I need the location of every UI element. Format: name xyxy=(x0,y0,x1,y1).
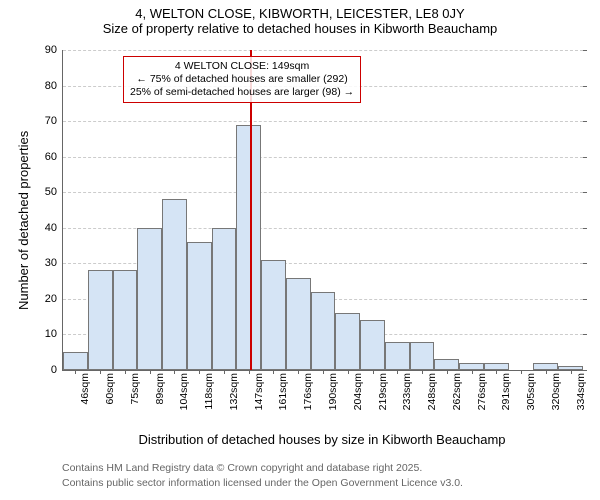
x-tick-mark xyxy=(75,370,76,374)
x-tick-label: 233sqm xyxy=(401,370,413,410)
x-tick-label: 60sqm xyxy=(104,370,116,405)
x-tick-mark xyxy=(125,370,126,374)
x-tick-mark xyxy=(521,370,522,374)
y-tick-mark xyxy=(583,299,587,300)
annotation-box: 4 WELTON CLOSE: 149sqm← 75% of detached … xyxy=(123,56,361,103)
x-tick-mark xyxy=(298,370,299,374)
histogram-bar xyxy=(88,270,113,370)
y-tick-label: 30 xyxy=(45,257,63,269)
annotation-line-1: 4 WELTON CLOSE: 149sqm xyxy=(130,60,354,73)
x-tick-label: 176sqm xyxy=(302,370,314,410)
x-tick-mark xyxy=(472,370,473,374)
x-tick-label: 305sqm xyxy=(525,370,537,410)
y-tick-mark xyxy=(583,121,587,122)
x-tick-mark xyxy=(447,370,448,374)
histogram-bar xyxy=(162,199,187,370)
x-tick-mark xyxy=(571,370,572,374)
histogram-bar xyxy=(335,313,360,370)
x-tick-label: 291sqm xyxy=(500,370,512,410)
x-tick-label: 204sqm xyxy=(352,370,364,410)
gridline xyxy=(63,157,583,158)
histogram-bar xyxy=(484,363,509,370)
y-tick-label: 50 xyxy=(45,186,63,198)
histogram-bar xyxy=(459,363,484,370)
histogram-bar xyxy=(261,260,286,370)
histogram-bar xyxy=(63,352,88,370)
y-tick-mark xyxy=(583,192,587,193)
y-tick-mark xyxy=(583,50,587,51)
x-tick-label: 161sqm xyxy=(277,370,289,410)
annotation-line-2: ← 75% of detached houses are smaller (29… xyxy=(130,73,354,86)
x-tick-mark xyxy=(273,370,274,374)
x-tick-label: 334sqm xyxy=(575,370,587,410)
x-tick-label: 147sqm xyxy=(253,370,265,410)
x-tick-label: 190sqm xyxy=(327,370,339,410)
x-tick-label: 248sqm xyxy=(426,370,438,410)
x-tick-mark xyxy=(100,370,101,374)
y-tick-label: 90 xyxy=(45,44,63,56)
x-tick-mark xyxy=(323,370,324,374)
x-tick-label: 219sqm xyxy=(377,370,389,410)
gridline xyxy=(63,50,583,51)
y-axis-label: Number of detached properties xyxy=(16,131,31,310)
histogram-bar xyxy=(113,270,138,370)
y-tick-label: 60 xyxy=(45,151,63,163)
y-tick-label: 80 xyxy=(45,80,63,92)
x-tick-mark xyxy=(422,370,423,374)
x-tick-mark xyxy=(249,370,250,374)
y-tick-label: 20 xyxy=(45,293,63,305)
x-axis-label: Distribution of detached houses by size … xyxy=(62,432,582,447)
x-tick-mark xyxy=(546,370,547,374)
histogram-bar xyxy=(311,292,336,370)
histogram-bar xyxy=(360,320,385,370)
x-tick-label: 276sqm xyxy=(476,370,488,410)
histogram-bar xyxy=(286,278,311,370)
y-tick-mark xyxy=(583,263,587,264)
y-tick-mark xyxy=(583,334,587,335)
y-tick-mark xyxy=(583,86,587,87)
x-tick-mark xyxy=(150,370,151,374)
x-tick-mark xyxy=(373,370,374,374)
histogram-bar xyxy=(212,228,237,370)
histogram-bar xyxy=(236,125,261,370)
histogram-bar xyxy=(533,363,558,370)
x-tick-mark xyxy=(174,370,175,374)
histogram-bar xyxy=(434,359,459,370)
x-tick-label: 46sqm xyxy=(79,370,91,405)
plot-area: 010203040506070809046sqm60sqm75sqm89sqm1… xyxy=(62,50,583,371)
x-tick-label: 104sqm xyxy=(178,370,190,410)
x-tick-label: 118sqm xyxy=(203,370,215,410)
x-tick-mark xyxy=(397,370,398,374)
gridline xyxy=(63,192,583,193)
x-tick-label: 132sqm xyxy=(228,370,240,410)
gridline xyxy=(63,121,583,122)
x-tick-label: 89sqm xyxy=(154,370,166,405)
y-tick-label: 10 xyxy=(45,328,63,340)
x-tick-mark xyxy=(348,370,349,374)
x-tick-label: 320sqm xyxy=(550,370,562,410)
y-tick-mark xyxy=(583,228,587,229)
x-tick-mark xyxy=(224,370,225,374)
x-tick-mark xyxy=(199,370,200,374)
x-tick-mark xyxy=(496,370,497,374)
chart-subtitle: Size of property relative to detached ho… xyxy=(0,21,600,40)
histogram-bar xyxy=(385,342,410,370)
x-tick-label: 262sqm xyxy=(451,370,463,410)
histogram-bar xyxy=(410,342,435,370)
y-tick-label: 40 xyxy=(45,222,63,234)
attribution-line-2: Contains public sector information licen… xyxy=(62,477,463,489)
chart-container: 4, WELTON CLOSE, KIBWORTH, LEICESTER, LE… xyxy=(0,0,600,500)
histogram-bar xyxy=(187,242,212,370)
y-tick-mark xyxy=(583,157,587,158)
attribution-line-1: Contains HM Land Registry data © Crown c… xyxy=(62,462,422,474)
y-tick-label: 70 xyxy=(45,115,63,127)
x-tick-label: 75sqm xyxy=(129,370,141,405)
annotation-line-3: 25% of semi-detached houses are larger (… xyxy=(130,86,354,99)
histogram-bar xyxy=(137,228,162,370)
chart-title: 4, WELTON CLOSE, KIBWORTH, LEICESTER, LE… xyxy=(0,0,600,21)
y-tick-label: 0 xyxy=(51,364,63,376)
